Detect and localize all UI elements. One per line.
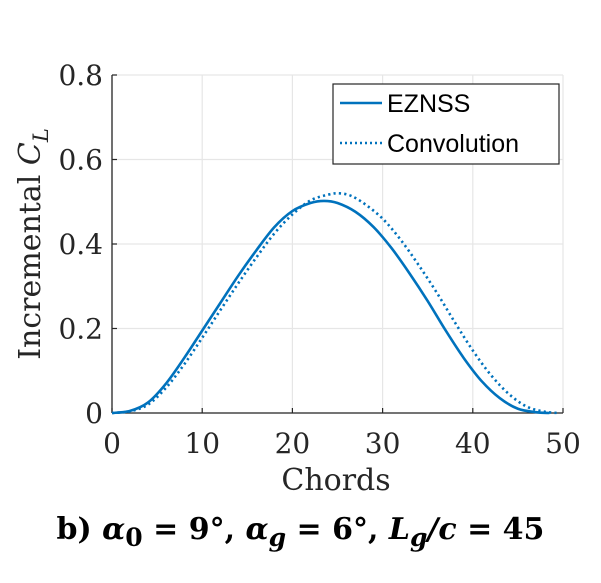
series-lines [111, 191, 559, 415]
legend: EZNSS Convolution [332, 83, 560, 165]
axes [111, 74, 564, 414]
tick-labels: 0 10 20 30 40 50 0 0.2 0.4 0.6 0.8 [58, 59, 580, 460]
y-tick-label: 0.2 [58, 313, 103, 346]
series-line-convolution [111, 191, 559, 415]
x-axis-label: Chords [281, 463, 390, 498]
x-tick-label: 20 [275, 427, 311, 460]
x-tick-label: 50 [545, 427, 581, 460]
legend-box [332, 83, 560, 165]
y-axis-label: Incremental CL [13, 128, 53, 360]
x-tick-label: 30 [365, 427, 401, 460]
figure-caption: b) α0 = 9°, αg = 6°, Lg/c = 45 [56, 512, 545, 552]
legend-label-eznss: EZNSS [387, 90, 470, 118]
series-line-eznss [111, 199, 550, 415]
x-tick-label: 40 [455, 427, 491, 460]
x-tick-label: 10 [184, 427, 220, 460]
y-tick-label: 0.6 [58, 144, 103, 177]
y-tick-label: 0.8 [58, 59, 103, 92]
y-tick-label: 0.4 [58, 228, 103, 261]
y-tick-label: 0 [85, 397, 103, 430]
line-chart: 0 10 20 30 40 50 0 0.2 0.4 0.6 0.8 Chords Incremen… [13, 59, 581, 498]
legend-label-convolution: Convolution [387, 130, 519, 158]
x-tick-label: 0 [103, 427, 121, 460]
